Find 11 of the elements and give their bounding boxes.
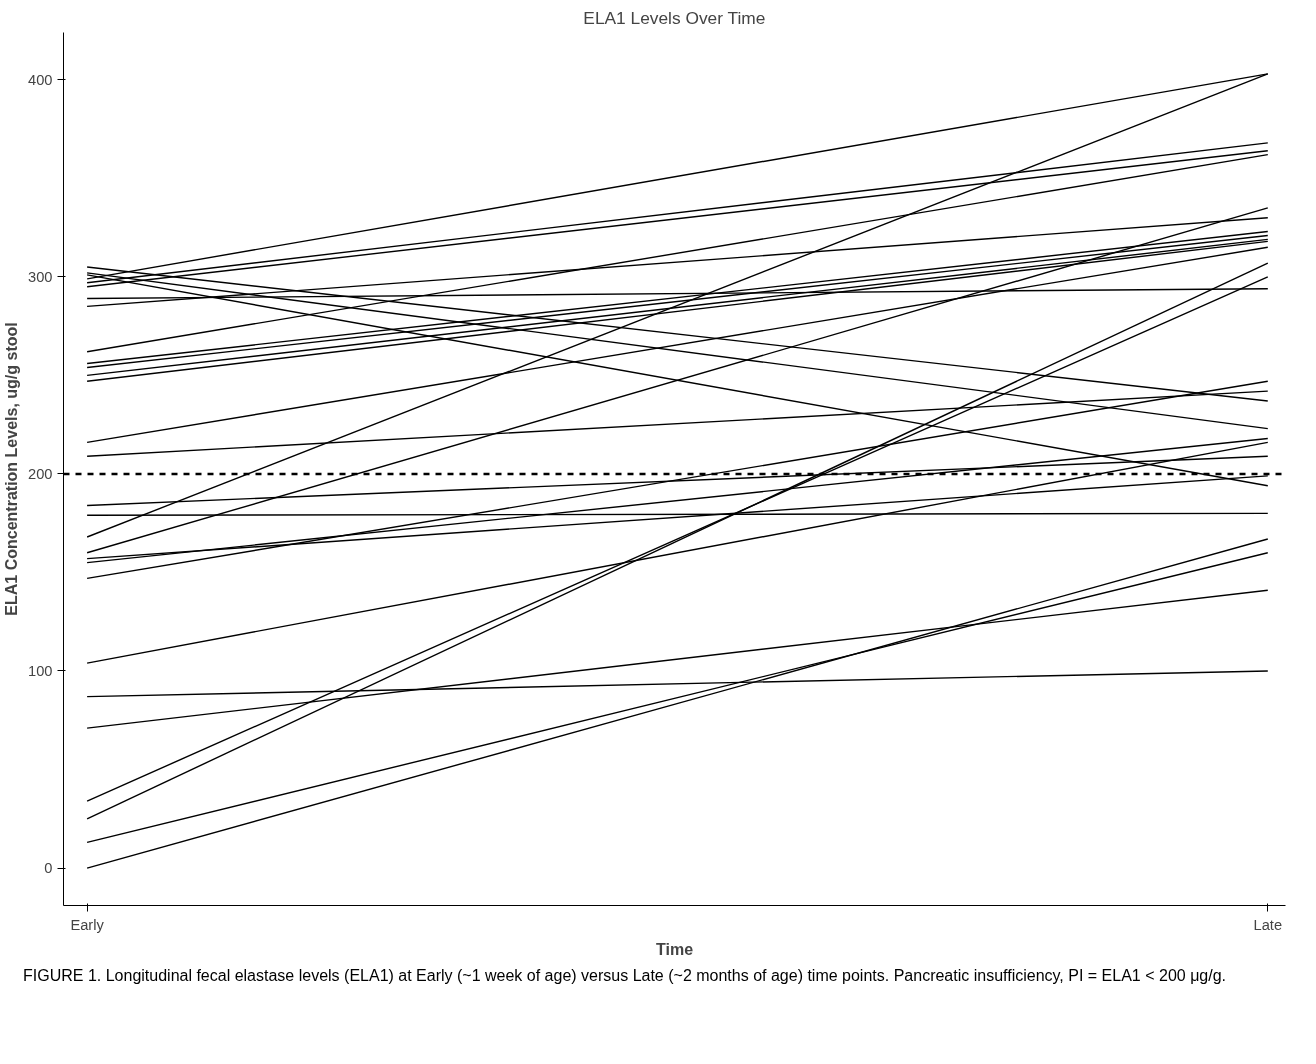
y-tick-label: 400: [28, 71, 53, 88]
chart-title: ELA1 Levels Over Time: [583, 7, 766, 28]
x-tick-label: Late: [1253, 916, 1283, 933]
caption: FIGURE 1. Longitudinal fecal elastase levels (ELA1) at Early (~1 week of age) versus Late (~2 months of age) time points. Pancreatic insufficiency, PI = ELA1 < 200 μg/g.: [23, 966, 1227, 986]
y-tick-label: 200: [28, 465, 53, 482]
x-tick-label: Early: [70, 916, 105, 933]
y-axis-title: ELA1 Concentration Levels, ug/g stool: [3, 322, 21, 616]
y-tick-label: 300: [28, 268, 53, 285]
y-tick-label: 0: [44, 860, 53, 877]
y-tick-label: 100: [28, 662, 53, 679]
x-axis-title: Time: [655, 940, 694, 958]
